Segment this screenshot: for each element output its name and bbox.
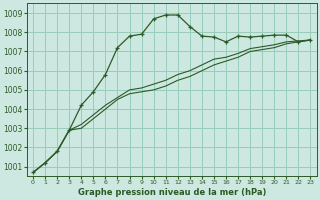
- X-axis label: Graphe pression niveau de la mer (hPa): Graphe pression niveau de la mer (hPa): [77, 188, 266, 197]
